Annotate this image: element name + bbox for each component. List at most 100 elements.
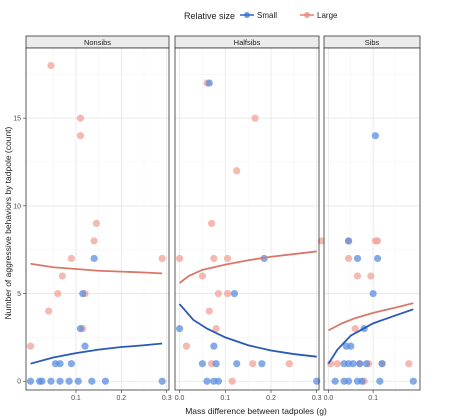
point-small xyxy=(233,360,241,368)
point-small xyxy=(347,342,355,350)
x-tick-label: 0.1 xyxy=(220,395,230,402)
panel-nonsibs: Nonsibs 0 5 10 15 0.1 0.2 0.3 xyxy=(13,35,172,402)
point-small xyxy=(353,254,362,263)
panel-border xyxy=(323,47,421,391)
legend: Relative size Small Large xyxy=(184,11,338,21)
fit-line-large xyxy=(30,262,163,275)
point-small xyxy=(344,237,353,245)
point-large xyxy=(317,237,325,245)
point-small xyxy=(56,360,64,368)
point-large xyxy=(353,272,362,280)
x-tick-label: 0.3 xyxy=(162,395,172,402)
point-small xyxy=(349,360,357,368)
point-small xyxy=(101,377,110,385)
point-large xyxy=(223,289,232,298)
plot-background xyxy=(26,48,169,390)
point-large xyxy=(210,254,218,263)
point-small xyxy=(230,289,239,298)
fit-line-small xyxy=(327,308,414,365)
point-small xyxy=(158,377,166,385)
panel-sibs: Sibs 0.0 0.1 xyxy=(323,35,421,402)
legend-label: Large xyxy=(317,11,338,20)
point-large xyxy=(54,289,62,298)
point-large xyxy=(205,307,213,315)
point-small xyxy=(409,377,417,385)
y-axis-title: Number of aggressive behaviors by tadpol… xyxy=(3,126,13,319)
point-large xyxy=(182,342,191,350)
x-tick-label: 0.1 xyxy=(71,395,81,402)
point-large xyxy=(351,325,359,333)
point-large xyxy=(175,254,184,263)
x-tick-label: 0.2 xyxy=(116,395,126,402)
point-small xyxy=(376,377,384,385)
y-tick-label: 10 xyxy=(13,203,21,210)
x-tick-label: 0.3 xyxy=(312,395,322,402)
panel-halfsibs: Halfsibs 0.0 0.1 0.2 0.3 xyxy=(174,35,325,402)
point-small xyxy=(74,377,82,385)
point-small xyxy=(67,360,75,368)
fit-line-small xyxy=(178,303,317,358)
point-large xyxy=(371,237,379,245)
point-small xyxy=(38,377,46,385)
point-small xyxy=(212,360,220,368)
point-large xyxy=(158,254,166,263)
point-small xyxy=(175,325,184,333)
point-large xyxy=(344,254,353,263)
x-tick-label: 0.0 xyxy=(175,395,185,402)
point-large xyxy=(251,114,259,122)
plot-background xyxy=(175,48,319,390)
point-small xyxy=(331,377,339,385)
point-large xyxy=(214,289,223,298)
legend-key-point xyxy=(244,12,250,18)
point-small xyxy=(214,377,223,385)
point-small xyxy=(378,360,386,368)
point-small xyxy=(198,360,207,368)
point-small xyxy=(369,289,377,298)
strip-label-sibs: Sibs xyxy=(365,38,380,47)
point-large xyxy=(58,272,66,280)
strip-label-nonsibs: Nonsibs xyxy=(84,38,111,47)
panel-border xyxy=(174,47,320,391)
point-small xyxy=(362,360,371,368)
y-tick-label: 15 xyxy=(13,116,21,123)
x-axis-title: Mass difference between tadpoles (g) xyxy=(185,406,327,416)
x-tick-label: 0.1 xyxy=(368,395,378,402)
point-small xyxy=(373,254,382,263)
panel-border xyxy=(25,47,170,391)
point-large xyxy=(76,114,85,122)
fit-line-large xyxy=(179,250,317,284)
facet-panels: Nonsibs 0 5 10 15 0.1 0.2 0.3 Halfsibs 0.0 0.1 0.2 0… xyxy=(13,35,421,402)
point-small xyxy=(210,342,218,350)
point-small xyxy=(26,377,35,385)
fit-line-small xyxy=(30,342,163,365)
point-small xyxy=(356,360,364,368)
point-large xyxy=(367,272,375,280)
point-small xyxy=(344,377,353,385)
point-small xyxy=(81,342,89,350)
point-small xyxy=(90,254,98,263)
point-large xyxy=(228,377,236,385)
point-large xyxy=(76,132,85,140)
y-tick-label: 5 xyxy=(17,291,21,298)
plot-background xyxy=(324,48,420,390)
legend-label: Small xyxy=(257,11,277,20)
point-large xyxy=(198,272,207,280)
point-large xyxy=(67,254,75,263)
point-small xyxy=(79,289,87,298)
point-large xyxy=(47,61,55,70)
point-small xyxy=(371,132,379,140)
legend-item-large: Large xyxy=(300,11,338,20)
x-tick-label: 0.0 xyxy=(324,395,334,402)
point-large xyxy=(45,307,53,315)
point-large xyxy=(249,360,257,368)
point-small xyxy=(88,377,96,385)
point-large xyxy=(223,254,232,263)
point-small xyxy=(47,377,55,385)
point-large xyxy=(90,237,98,245)
point-small xyxy=(76,325,85,333)
x-tick-label: 0.2 xyxy=(266,395,276,402)
point-large xyxy=(233,167,241,175)
point-large xyxy=(92,219,100,227)
fit-line-large xyxy=(328,302,414,332)
